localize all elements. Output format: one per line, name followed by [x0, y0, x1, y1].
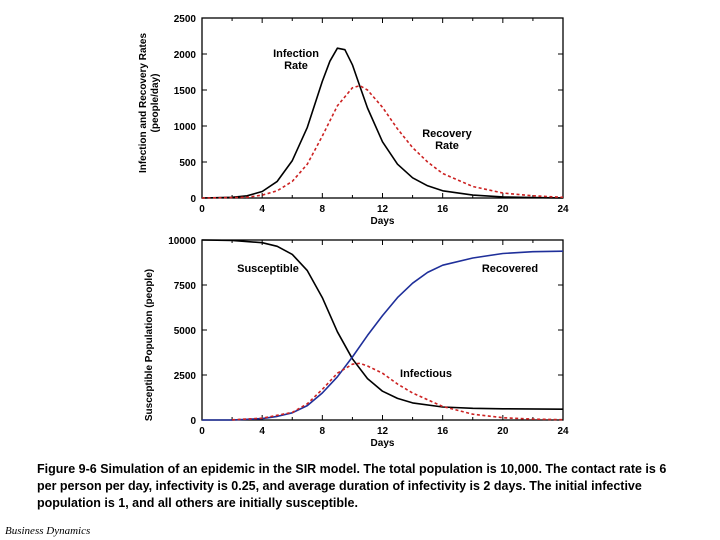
- figure-svg: 0 4 8 12 16 20 2405001000150020002500DaysInfec…: [138, 14, 569, 449]
- annotation-recovery-rate: Recovery Rate: [422, 128, 472, 152]
- x-axis-title: Days: [371, 216, 395, 227]
- plot-frame: [201, 17, 564, 199]
- series-line-infection-rate: [201, 47, 564, 199]
- x-tick-label: 8: [320, 204, 326, 215]
- x-tick-label: 8: [320, 426, 326, 437]
- x-tick-label: 20: [497, 204, 509, 215]
- y-tick-label: 500: [179, 158, 196, 169]
- x-tick-label: 0: [199, 426, 205, 437]
- y-tick-label: 1000: [174, 122, 197, 133]
- x-tick-label: 12: [377, 426, 389, 437]
- series-line-recovery-rate: [201, 84, 564, 199]
- x-tick-label: 4: [259, 426, 265, 437]
- annotation-infectious: Infectious: [400, 368, 452, 380]
- x-tick-label: 16: [437, 204, 449, 215]
- y-axis-title: Susceptible Population (people): [144, 269, 155, 421]
- x-tick-label: 0: [199, 204, 205, 215]
- y-axis-title: Infection and Recovery Rates: [138, 33, 149, 173]
- y-tick-label: 2500: [174, 371, 197, 382]
- x-tick-label: 24: [557, 426, 569, 437]
- y-tick-label: 2000: [174, 50, 197, 61]
- x-tick-label: 24: [557, 204, 569, 215]
- annotation-susceptible: Susceptible: [237, 263, 299, 275]
- x-tick-label: 4: [259, 204, 265, 215]
- figure-caption: Figure 9-6 Simulation of an epidemic in …: [37, 462, 667, 510]
- y-axis-title: (people/day): [150, 74, 161, 133]
- y-tick-label: 2500: [174, 14, 197, 25]
- x-tick-label: 12: [377, 204, 389, 215]
- series-line-infectious: [232, 362, 564, 421]
- population-chart: 0 4 8 12 16 20 24 0 2500 5000 7500 10000 Days Suscept…: [144, 236, 569, 449]
- series-line-susceptible: [201, 239, 564, 410]
- y-tick-label: 1500: [174, 86, 197, 97]
- y-tick-label: 0: [190, 194, 196, 205]
- x-tick-label: 16: [437, 426, 449, 437]
- y-tick-label: 5000: [174, 326, 197, 337]
- annotation-recovered: Recovered: [482, 263, 538, 275]
- y-tick-label: 7500: [174, 281, 197, 292]
- y-tick-label: 10000: [168, 236, 196, 247]
- annotation-infection-rate: Infection Rate: [273, 48, 319, 72]
- x-tick-label: 20: [497, 426, 509, 437]
- rates-chart: 0 4 8 12 16 20 24 0 500 1000 1500 2000 2500 Days Infec…: [138, 14, 569, 227]
- series-line-recovered: [202, 250, 564, 421]
- footer-text: Business Dynamics: [5, 525, 91, 537]
- y-tick-label: 0: [190, 416, 196, 427]
- x-axis-title: Days: [371, 438, 395, 449]
